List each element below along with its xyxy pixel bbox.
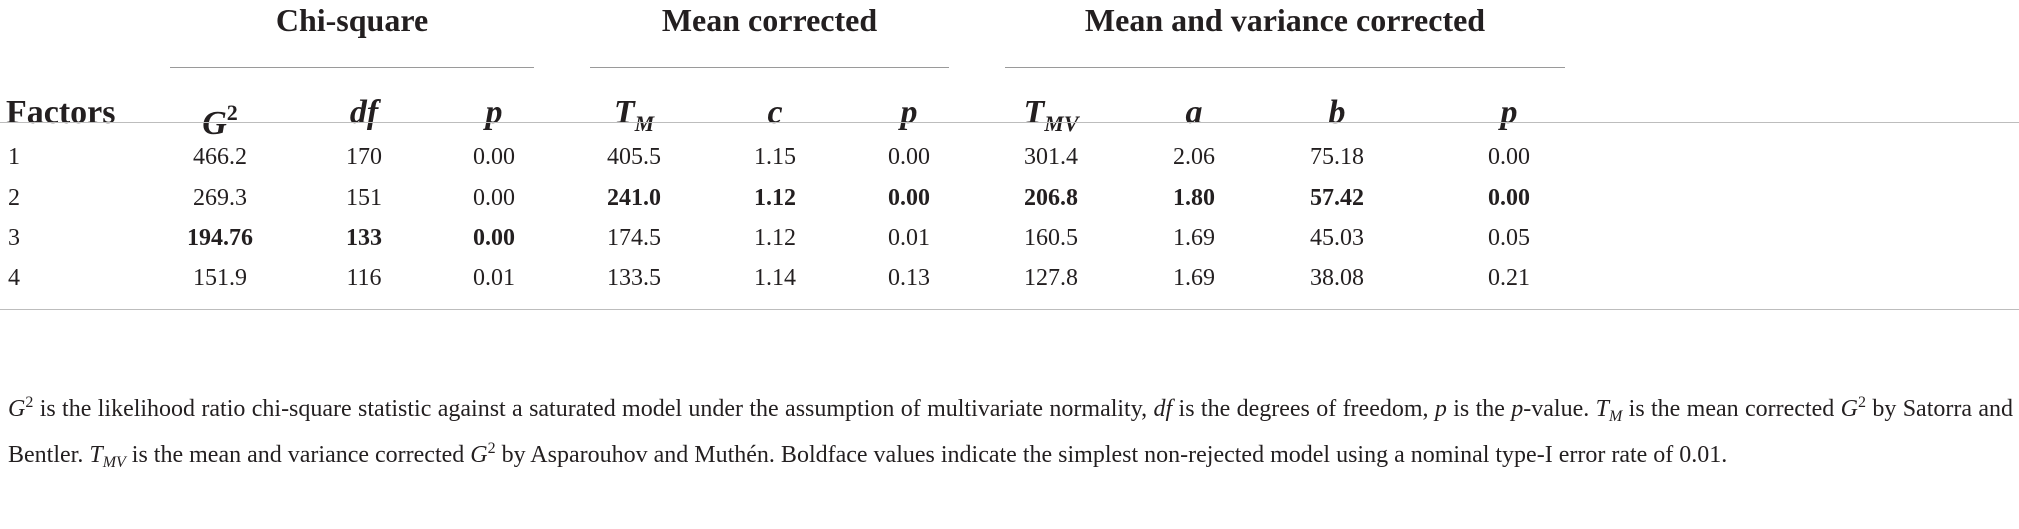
row-3-a: 1.69 [1173, 225, 1215, 251]
row-2-p-mv: 0.00 [1488, 185, 1530, 211]
row-1-c: 1.15 [754, 144, 796, 170]
row-2-tm: 241.0 [607, 185, 661, 211]
row-3-p-chi: 0.00 [473, 225, 515, 251]
row-1-g2: 466.2 [193, 144, 247, 170]
table-bottom-rule [0, 309, 2019, 310]
row-3-df: 133 [346, 225, 382, 251]
header-a: a [1185, 94, 1203, 131]
row-3-p-mv: 0.05 [1488, 225, 1530, 251]
row-2-p-chi: 0.00 [473, 185, 515, 211]
row-1-p-mean: 0.00 [888, 144, 930, 170]
group-title-mean-variance-corrected: Mean and variance corrected [1084, 2, 1486, 38]
row-1-a: 2.06 [1173, 144, 1215, 170]
row-4-tm: 133.5 [607, 265, 661, 291]
row-1-factor: 1 [8, 144, 20, 170]
row-3-factor: 3 [8, 225, 20, 251]
row-4-b: 38.08 [1310, 265, 1364, 291]
group-rule-chi-square [170, 67, 534, 68]
row-1-p-mv: 0.00 [1488, 144, 1530, 170]
row-2-c: 1.12 [754, 185, 796, 211]
row-1-tmv: 301.4 [1024, 144, 1078, 170]
row-2-b: 57.42 [1310, 185, 1364, 211]
row-1-p-chi: 0.00 [473, 144, 515, 170]
row-4-a: 1.69 [1173, 265, 1215, 291]
row-1-tm: 405.5 [607, 144, 661, 170]
row-4-g2: 151.9 [193, 265, 247, 291]
row-4-c: 1.14 [754, 265, 796, 291]
row-4-tmv: 127.8 [1024, 265, 1078, 291]
row-2-df: 151 [346, 185, 382, 211]
header-g2: G2 [202, 100, 238, 142]
group-title-mean-corrected: Mean corrected [661, 2, 878, 38]
row-4-p-mean: 0.13 [888, 265, 930, 291]
row-3-tm: 174.5 [607, 225, 661, 251]
header-df: df [349, 94, 379, 131]
row-1-b: 75.18 [1310, 144, 1364, 170]
table-footnote: G2 is the likelihood ratio chi-square st… [8, 394, 2014, 471]
group-rule-mean-variance-corrected [1005, 67, 1565, 68]
row-2-a: 1.80 [1173, 185, 1215, 211]
header-rule [0, 122, 2019, 123]
row-4-df: 116 [346, 265, 382, 291]
row-2-p-mean: 0.00 [888, 185, 930, 211]
header-c: c [767, 94, 783, 131]
row-4-p-mv: 0.21 [1488, 265, 1530, 291]
row-3-b: 45.03 [1310, 225, 1364, 251]
group-rule-mean-corrected [590, 67, 949, 68]
header-p-mv: p [1500, 94, 1518, 131]
header-tmv: TMV [1023, 94, 1079, 136]
row-2-factor: 2 [8, 185, 20, 211]
header-tm: TM [613, 94, 655, 136]
row-3-g2: 194.76 [187, 225, 253, 251]
row-3-tmv: 160.5 [1024, 225, 1078, 251]
row-4-factor: 4 [8, 265, 20, 291]
group-title-chi-square: Chi-square [275, 2, 429, 38]
row-2-tmv: 206.8 [1024, 185, 1078, 211]
header-factors: Factors [6, 94, 116, 131]
row-2-g2: 269.3 [193, 185, 247, 211]
row-4-p-chi: 0.01 [473, 265, 515, 291]
row-1-df: 170 [346, 144, 382, 170]
row-3-c: 1.12 [754, 225, 796, 251]
header-p-chi: p [485, 94, 503, 131]
header-b: b [1328, 94, 1346, 131]
row-3-p-mean: 0.01 [888, 225, 930, 251]
header-p-mean: p [900, 94, 918, 131]
